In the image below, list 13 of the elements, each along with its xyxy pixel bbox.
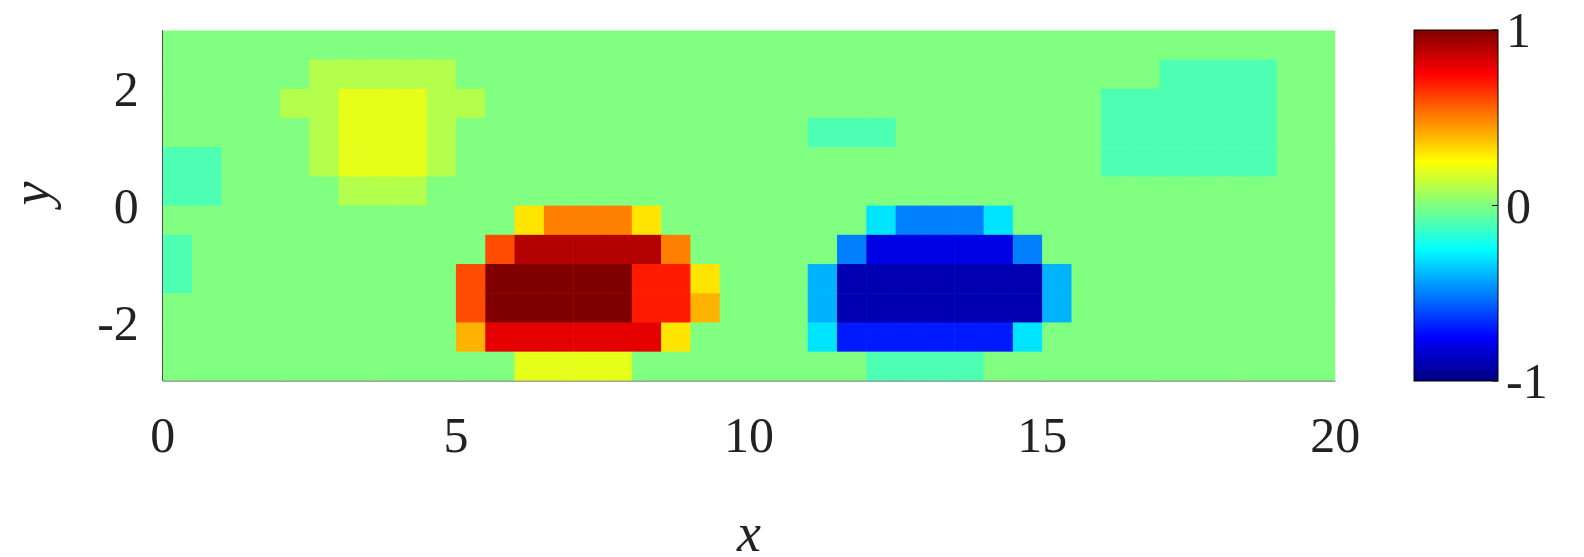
x-tick-label: 15 — [1017, 408, 1068, 464]
x-tick-label: 0 — [150, 408, 176, 464]
x-tick-label: 20 — [1310, 408, 1361, 464]
color-bar-label: 1 — [1506, 2, 1532, 58]
color-bar-label: -1 — [1506, 353, 1548, 409]
x-tick-label: 10 — [724, 408, 775, 464]
y-tick-label: -2 — [97, 296, 139, 352]
y-tick-label: 0 — [113, 179, 139, 235]
color-bar-label: 0 — [1506, 177, 1532, 234]
y-tick-label: 2 — [113, 62, 139, 118]
y-axis-title: y — [1, 181, 62, 211]
x-tick-label: 5 — [443, 408, 469, 464]
x-axis-title: x — [736, 502, 762, 557]
